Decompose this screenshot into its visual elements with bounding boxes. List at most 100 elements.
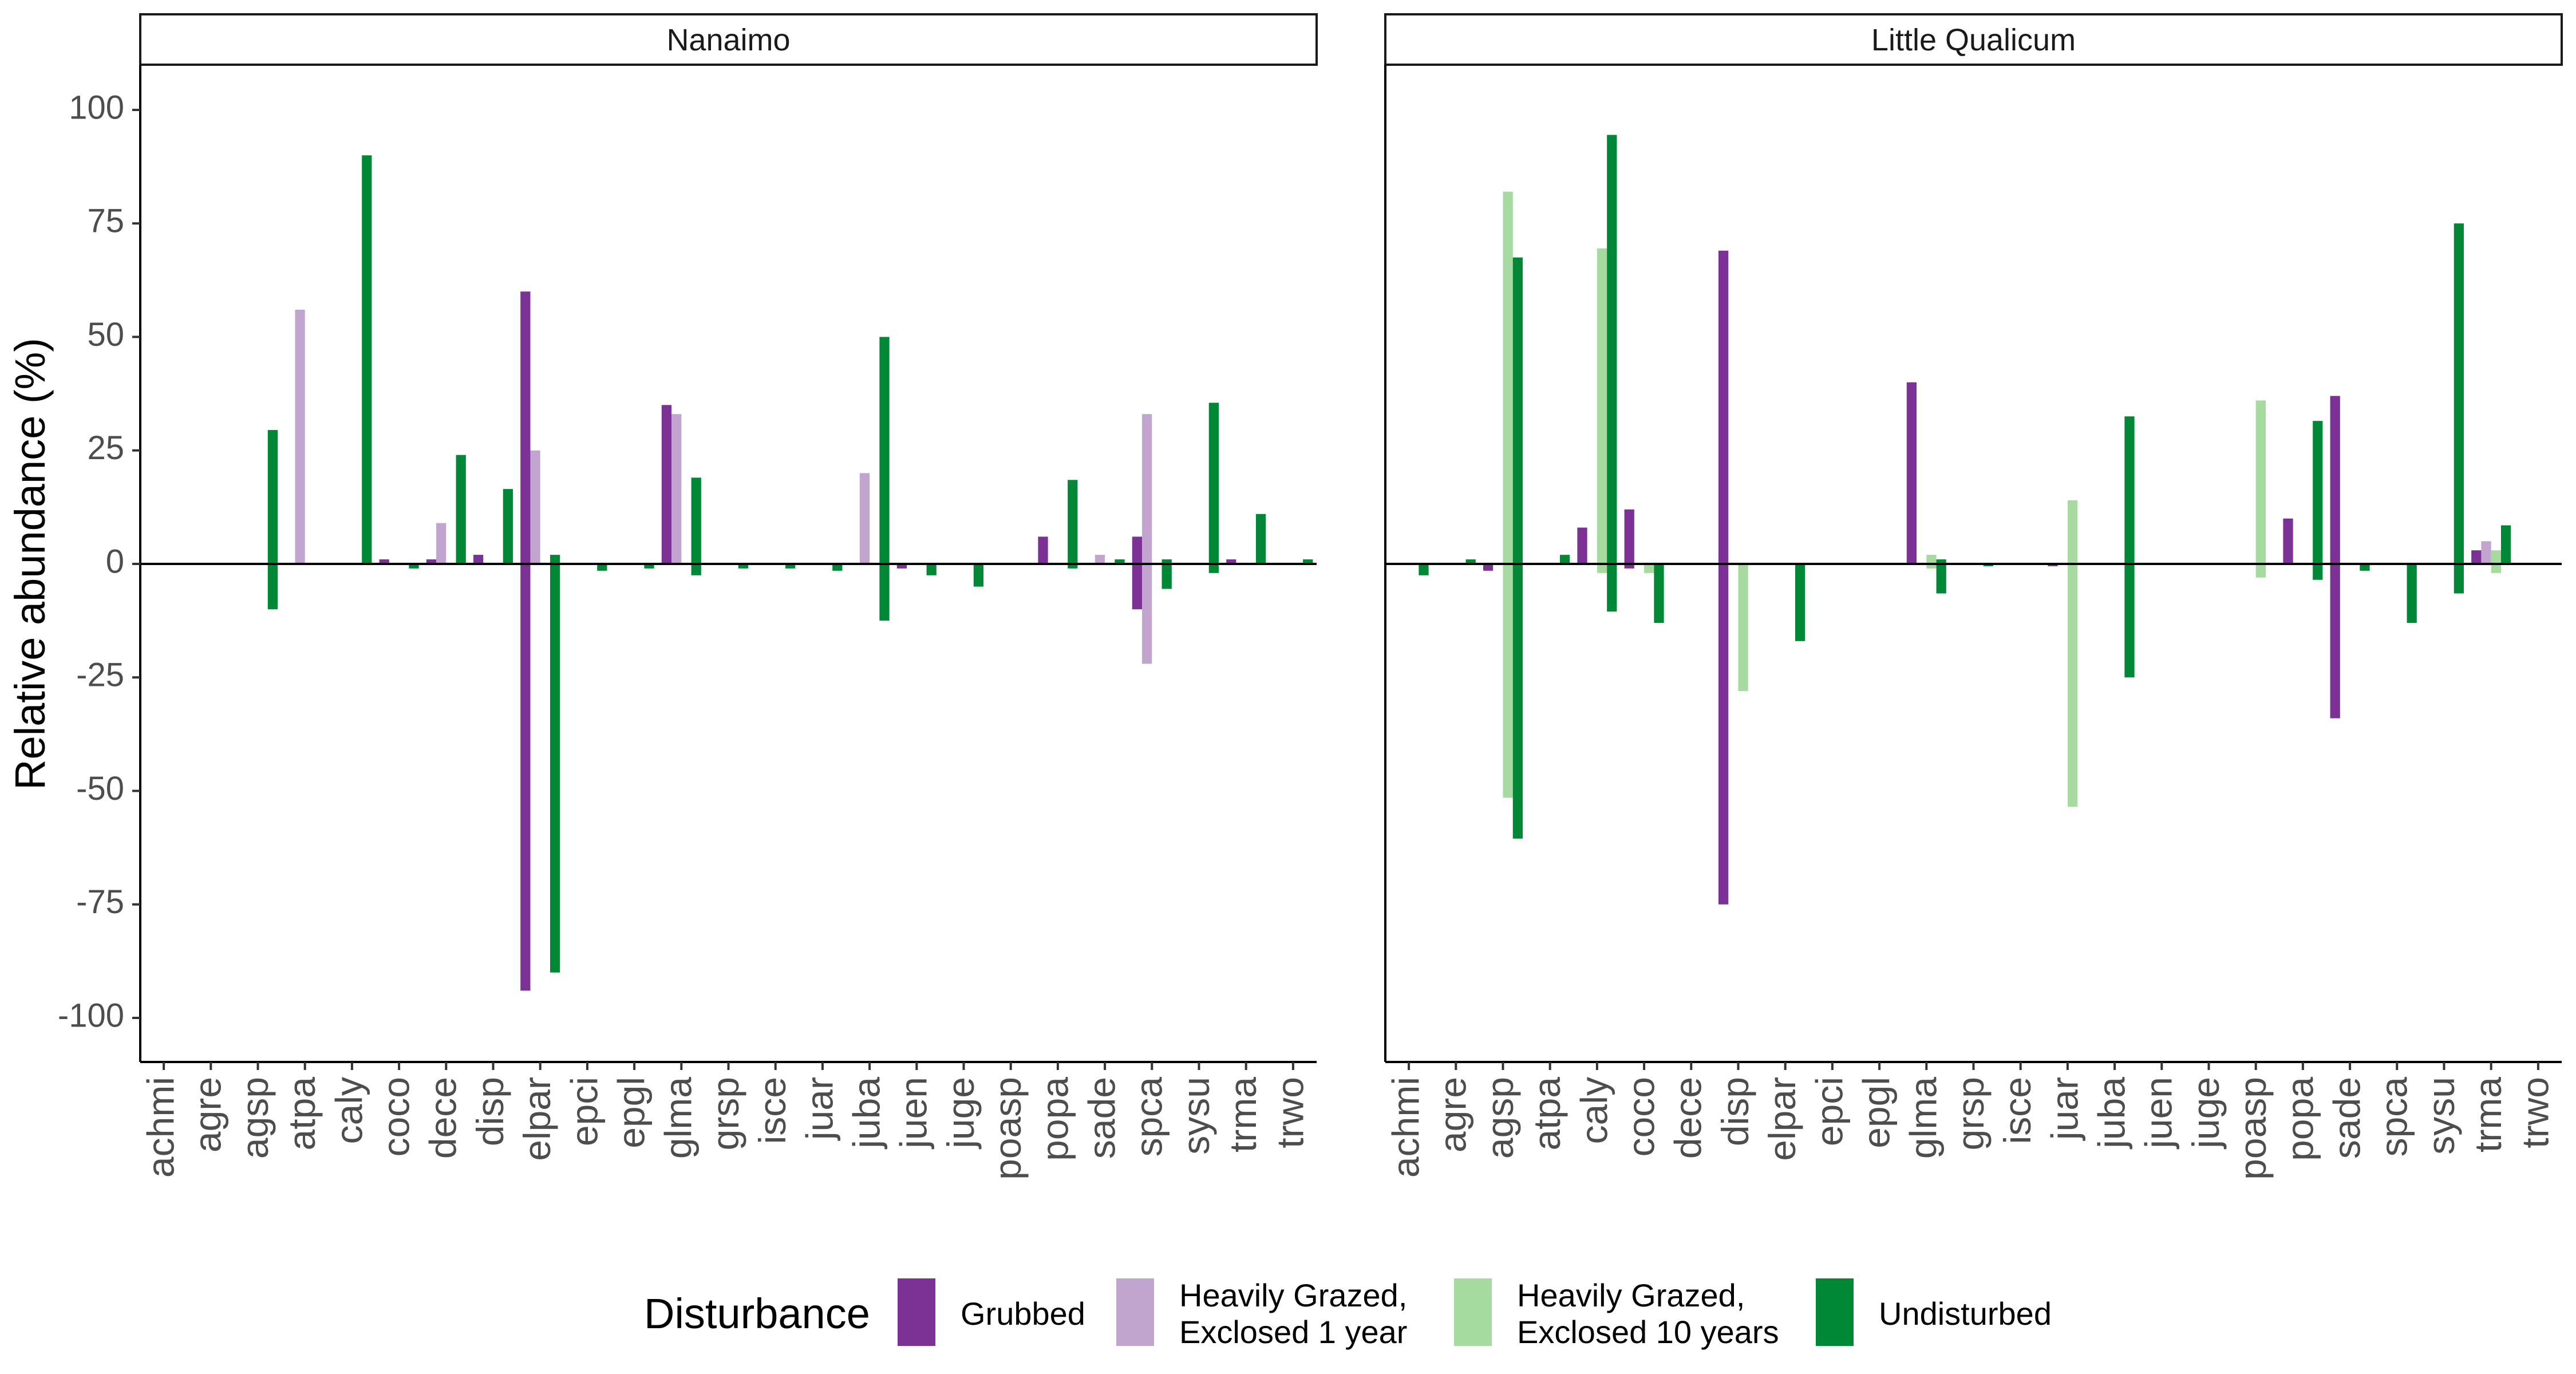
y-tick-label: -25 <box>76 657 124 694</box>
legend-item: Heavily Grazed,Exclosed 10 years <box>1454 1277 1779 1350</box>
bar <box>550 564 560 973</box>
bar <box>473 555 484 564</box>
legend-label: Exclosed 1 year <box>1179 1314 1407 1350</box>
legend-title: Disturbance <box>644 1290 870 1337</box>
bar <box>2471 550 2482 564</box>
x-tick-label: sysu <box>2420 1077 2462 1155</box>
bar <box>362 155 372 564</box>
bar <box>644 564 654 568</box>
x-tick-label: juge <box>2184 1077 2227 1150</box>
x-tick-label: caly <box>327 1077 370 1144</box>
bar <box>1795 564 1805 641</box>
x-tick-label: agre <box>187 1077 229 1152</box>
legend-label: Exclosed 10 years <box>1517 1314 1779 1350</box>
x-tick-label: disp <box>469 1077 511 1146</box>
bar <box>597 564 607 571</box>
x-tick-label: juba <box>2091 1077 2133 1150</box>
bar <box>295 309 305 564</box>
x-tick-label: glma <box>1902 1077 1945 1159</box>
bar <box>1068 480 1078 564</box>
x-tick-label: isce <box>1996 1077 2038 1144</box>
x-tick-label: juar <box>2043 1077 2085 1141</box>
bar <box>1226 559 1236 564</box>
bar <box>2283 518 2293 564</box>
bar <box>1095 555 1105 564</box>
x-tick-label: spca <box>1128 1077 1170 1157</box>
x-tick-label: popa <box>2278 1077 2321 1161</box>
x-tick-label: epci <box>563 1077 605 1146</box>
bar <box>2500 525 2511 564</box>
bar <box>2360 564 2370 571</box>
bar <box>691 477 701 564</box>
bar <box>267 430 278 564</box>
legend-label: Heavily Grazed, <box>1517 1277 1745 1313</box>
bar <box>1906 382 1917 564</box>
bar <box>1926 564 1937 568</box>
bar <box>1936 564 1946 594</box>
legend-swatch <box>898 1278 935 1346</box>
bar <box>1512 564 1523 839</box>
bar <box>2313 564 2323 580</box>
bar <box>1512 257 1523 564</box>
bar <box>1161 564 1172 589</box>
x-tick-label: agsp <box>234 1077 276 1159</box>
bar <box>2124 564 2135 678</box>
bar <box>2255 400 2266 564</box>
bar <box>1926 555 1937 564</box>
x-tick-label: elpar <box>1761 1077 1803 1161</box>
bar <box>1644 564 1654 573</box>
bar <box>1465 559 1476 564</box>
bar <box>379 559 389 564</box>
x-tick-label: sade <box>2326 1077 2368 1159</box>
bar <box>1738 564 1748 692</box>
bar <box>1303 559 1313 564</box>
x-tick-label: sysu <box>1175 1077 1217 1155</box>
facet-panel: Little Qualicum achmi agre agsp atpa caly coco… <box>1384 13 2563 1180</box>
bar <box>691 564 701 575</box>
bar <box>1132 564 1143 610</box>
bar <box>1038 536 1048 564</box>
bar <box>436 523 447 564</box>
x-tick-label: caly <box>1573 1077 1615 1144</box>
y-axis: 100 75 50 25 0 -25 -50 -75 -100 <box>58 89 140 1034</box>
x-tick-label: dece <box>1667 1077 1709 1159</box>
bar <box>1208 402 1219 564</box>
bar <box>1132 536 1143 564</box>
bar <box>1718 250 1729 564</box>
bar <box>1503 191 1513 564</box>
bar <box>2313 421 2323 564</box>
legend-item: Grubbed <box>898 1278 1085 1346</box>
bar <box>2407 564 2417 623</box>
bar <box>1503 564 1513 798</box>
x-tick-label: poasp <box>2231 1077 2274 1180</box>
bar <box>1624 564 1634 568</box>
facet-strip <box>139 13 1318 66</box>
x-tick-label: sade <box>1081 1077 1123 1159</box>
legend-swatch <box>1116 1278 1154 1346</box>
x-tick-label: epgl <box>1855 1077 1898 1148</box>
x-tick-label: coco <box>375 1077 417 1156</box>
y-tick-label: -75 <box>76 883 124 921</box>
bar <box>832 564 843 571</box>
y-tick-label: 25 <box>87 429 124 467</box>
bar <box>520 564 531 991</box>
bar <box>1419 564 1429 575</box>
x-tick-label: grsp <box>1949 1077 1992 1150</box>
y-tick-label: -50 <box>76 770 124 807</box>
facet-title: Little Qualicum <box>1871 23 2076 57</box>
x-tick-label: isce <box>751 1077 793 1144</box>
bar <box>671 414 682 564</box>
x-tick-label: achmi <box>140 1077 182 1178</box>
x-tick-label: epci <box>1808 1077 1850 1146</box>
bar <box>1068 564 1078 568</box>
bar <box>503 489 513 564</box>
bar <box>1597 248 1607 564</box>
bar <box>2255 564 2266 578</box>
bar <box>859 473 870 564</box>
bar <box>1607 564 1617 612</box>
bar <box>1936 559 1946 564</box>
x-tick-label: trwo <box>1269 1077 1311 1148</box>
x-tick-label: trwo <box>2514 1077 2556 1148</box>
bar <box>879 564 890 621</box>
